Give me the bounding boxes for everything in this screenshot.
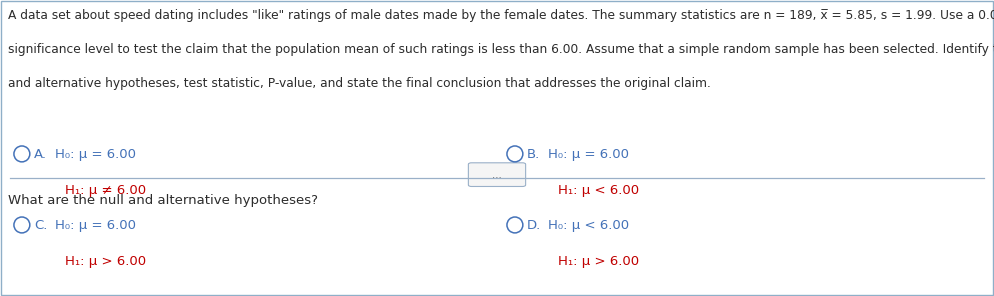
Text: H₁: μ > 6.00: H₁: μ > 6.00 — [65, 255, 146, 268]
Text: What are the null and alternative hypotheses?: What are the null and alternative hypoth… — [8, 194, 318, 207]
FancyBboxPatch shape — [468, 163, 526, 186]
Text: H₀: μ = 6.00: H₀: μ = 6.00 — [55, 148, 135, 161]
Text: A.: A. — [34, 148, 47, 161]
Text: B.: B. — [527, 148, 540, 161]
Text: …: … — [492, 170, 502, 180]
Text: H₁: μ < 6.00: H₁: μ < 6.00 — [558, 184, 639, 197]
Text: H₁: μ ≠ 6.00: H₁: μ ≠ 6.00 — [65, 184, 146, 197]
Text: H₀: μ = 6.00: H₀: μ = 6.00 — [548, 148, 628, 161]
Text: D.: D. — [527, 219, 541, 232]
Text: A data set about speed dating includes "like" ratings of male dates made by the : A data set about speed dating includes "… — [8, 9, 994, 22]
Text: H₀: μ = 6.00: H₀: μ = 6.00 — [55, 219, 135, 232]
Text: H₀: μ < 6.00: H₀: μ < 6.00 — [548, 219, 629, 232]
Text: H₁: μ > 6.00: H₁: μ > 6.00 — [558, 255, 639, 268]
Text: C.: C. — [34, 219, 47, 232]
Text: and alternative hypotheses, test statistic, P-value, and state the final conclus: and alternative hypotheses, test statist… — [8, 77, 711, 90]
Text: significance level to test the claim that the population mean of such ratings is: significance level to test the claim tha… — [8, 43, 994, 56]
